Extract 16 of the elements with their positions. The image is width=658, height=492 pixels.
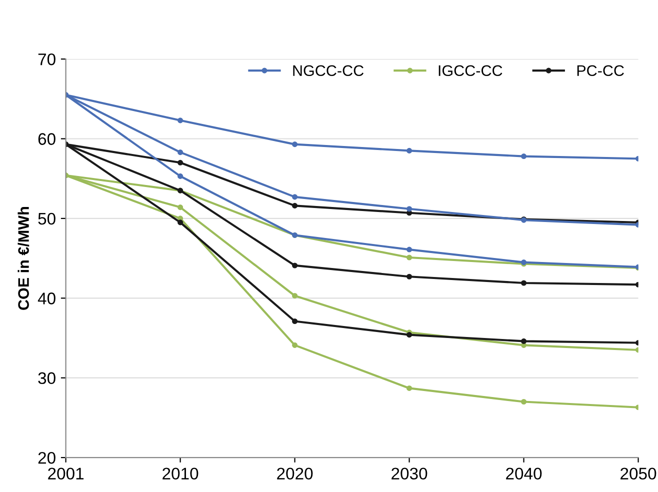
x-tick-label: 2030 [392, 468, 428, 480]
legend-label: IGCC-CC [438, 65, 502, 76]
y-tick-label: 30 [38, 372, 56, 384]
x-tick-label: 2040 [506, 468, 542, 480]
y-axis-title: COE in €/MWh [18, 207, 30, 310]
x-tick-label: 2010 [162, 468, 198, 480]
y-tick-label: 50 [38, 212, 56, 225]
x-tick-label: 2001 [48, 468, 84, 480]
legend-label: NGCC-CC [293, 65, 364, 76]
x-tick-label: 2050 [620, 468, 656, 480]
y-tick-label: 70 [38, 53, 56, 66]
y-tick-label: 60 [38, 133, 56, 145]
y-tick-label: 20 [38, 452, 56, 464]
y-tick-label: 40 [38, 292, 56, 304]
legend-label: PC-CC [577, 65, 624, 76]
x-tick-label: 2020 [277, 468, 313, 480]
